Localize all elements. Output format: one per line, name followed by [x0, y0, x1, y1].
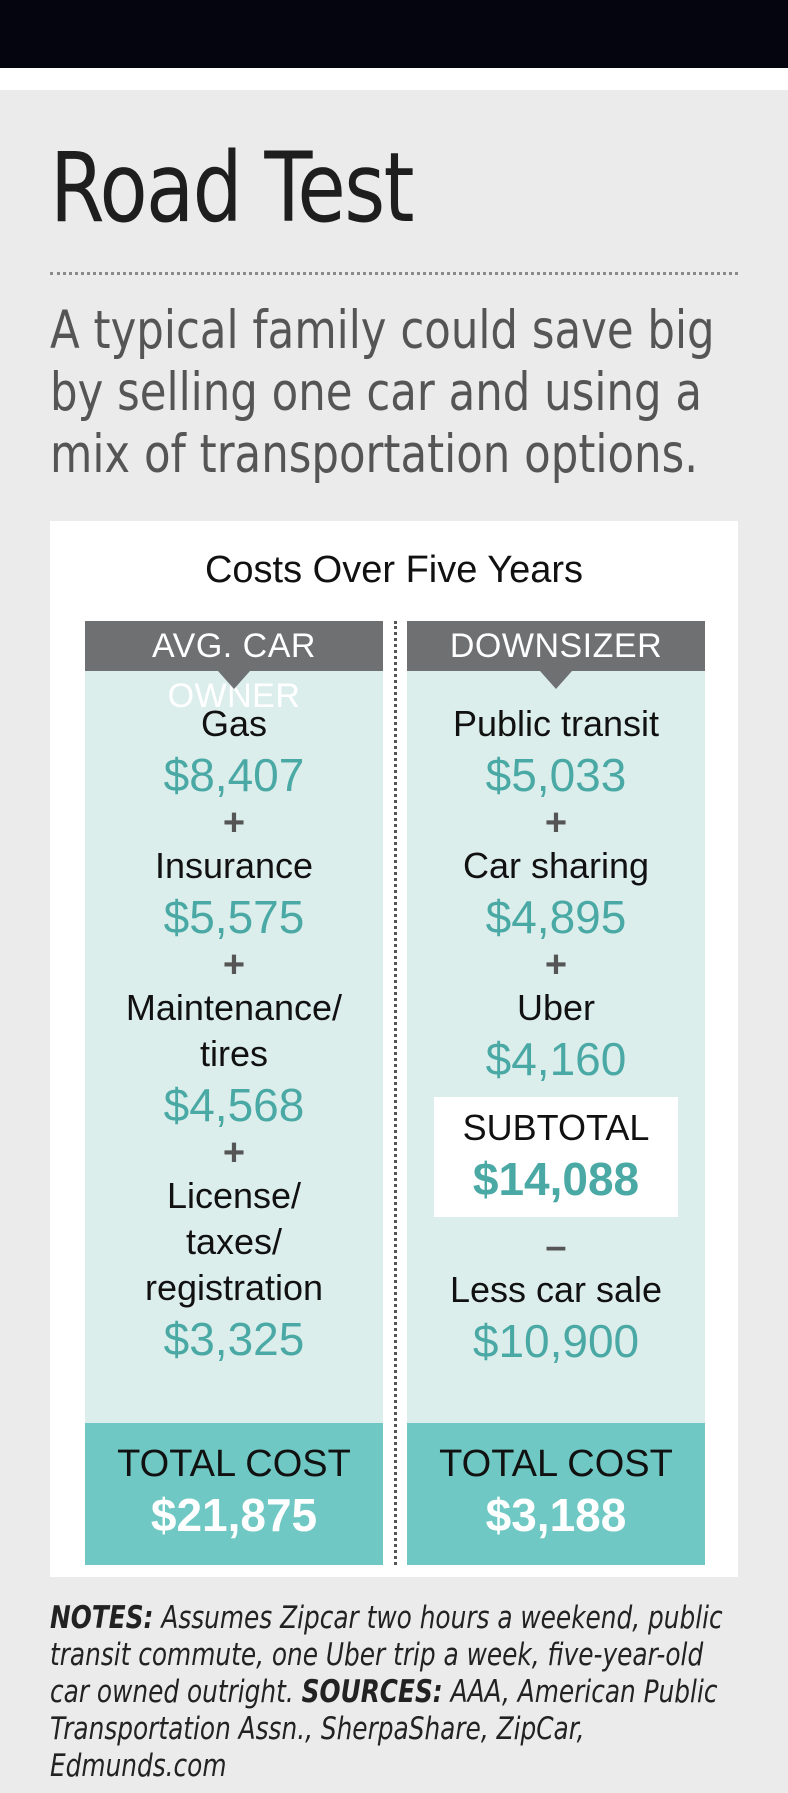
- item-amount: $5,033: [485, 749, 627, 801]
- header-pointer-icon: [218, 671, 250, 689]
- subtotal-label: SUBTOTAL: [462, 1107, 650, 1148]
- car-owner-total: TOTAL COST $21,875: [85, 1423, 383, 1565]
- item-label: Uber: [516, 987, 596, 1028]
- title-divider: [50, 272, 738, 275]
- item-amount: $4,895: [485, 891, 627, 943]
- item-label: Insurance: [154, 845, 314, 886]
- plus-operator: +: [544, 802, 568, 844]
- car-owner-column: AVG. CAR OWNER Gas $8,407 + Insurance $5…: [85, 621, 383, 1565]
- header-pointer-icon: [540, 671, 572, 689]
- total-amount: $21,875: [150, 1489, 318, 1541]
- top-bar: [0, 0, 788, 68]
- item-label: Car sharing: [462, 845, 650, 886]
- less-car-sale-label: Less car sale: [449, 1269, 663, 1310]
- item-amount: $4,568: [163, 1079, 305, 1131]
- minus-operator: –: [545, 1226, 567, 1268]
- notes-text: Assumes Zipcar two hours a weekend, publ…: [50, 1600, 723, 1710]
- notes-block: NOTES: Assumes Zipcar two hours a weeken…: [50, 1600, 738, 1785]
- item-amount: $8,407: [163, 749, 305, 801]
- subtotal-amount: $14,088: [472, 1153, 640, 1205]
- downsizer-total: TOTAL COST $3,188: [407, 1423, 705, 1565]
- total-label: TOTAL COST: [117, 1443, 351, 1485]
- item-amount: $3,325: [163, 1313, 305, 1365]
- sources-text: AAA, American Public Transportation Assn…: [50, 1674, 718, 1784]
- item-label: Public transit: [452, 703, 660, 744]
- plus-operator: +: [222, 1132, 246, 1174]
- item-label: License/ taxes/ registration: [144, 1173, 324, 1311]
- cost-panel: Costs Over Five Years AVG. CAR OWNER Gas…: [50, 521, 738, 1577]
- plus-operator: +: [222, 802, 246, 844]
- item-amount: $4,160: [485, 1033, 627, 1085]
- item-label: Gas: [200, 703, 268, 744]
- item-label-text: Maintenance/ tires: [125, 987, 343, 1074]
- notes-label: NOTES:: [50, 1600, 154, 1636]
- top-gap: [0, 68, 788, 90]
- plus-operator: +: [544, 944, 568, 986]
- car-owner-items: Gas $8,407 + Insurance $5,575 + Maintena…: [85, 701, 383, 1367]
- item-label: Maintenance/ tires: [124, 985, 344, 1077]
- panel-title: Costs Over Five Years: [204, 549, 584, 591]
- total-label: TOTAL COST: [439, 1443, 673, 1485]
- page-title: Road Test: [50, 132, 414, 244]
- item-label-text: License/ taxes/ registration: [144, 1175, 324, 1308]
- item-amount: $5,575: [163, 891, 305, 943]
- total-amount: $3,188: [485, 1489, 627, 1541]
- subtitle: A typical family could save big by selli…: [50, 300, 715, 485]
- less-car-sale-amount: $10,900: [472, 1315, 640, 1367]
- downsizer-header-label: DOWNSIZER: [449, 627, 663, 665]
- downsizer-header: DOWNSIZER: [407, 621, 705, 689]
- sources-label: SOURCES:: [301, 1674, 443, 1710]
- plus-operator: +: [222, 944, 246, 986]
- downsizer-items: Public transit $5,033 + Car sharing $4,8…: [407, 701, 705, 1369]
- subtotal-box: SUBTOTAL $14,088: [434, 1097, 678, 1217]
- car-owner-header: AVG. CAR OWNER: [85, 621, 383, 715]
- downsizer-column: DOWNSIZER Public transit $5,033 + Car sh…: [407, 621, 705, 1565]
- column-divider: [394, 621, 397, 1565]
